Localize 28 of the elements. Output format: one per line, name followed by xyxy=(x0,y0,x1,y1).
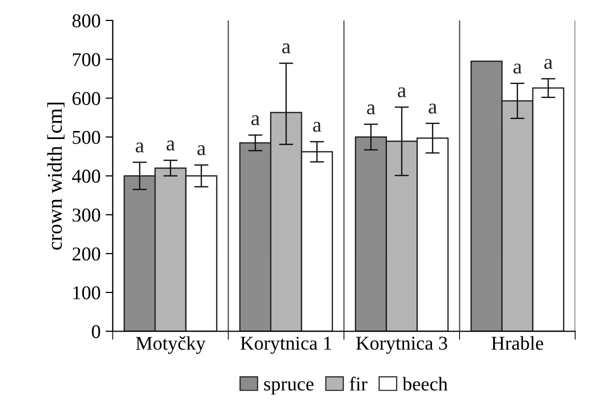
y-tick-label: 200 xyxy=(72,247,100,261)
y-tick-label: 600 xyxy=(72,92,100,106)
data-label: a xyxy=(251,115,260,126)
data-label: a xyxy=(514,64,522,74)
y-tick-label: 300 xyxy=(72,208,100,222)
data-label: a xyxy=(282,43,290,54)
x-tick-label: Hrable xyxy=(492,336,544,350)
legend-label: spruce xyxy=(264,381,314,395)
data-label: a xyxy=(367,104,376,114)
data-label: a xyxy=(313,122,322,132)
x-tick-label: Korytnica 3 xyxy=(356,336,448,354)
y-axis-title: crown width [cm] xyxy=(47,102,64,250)
y-tick-label: 100 xyxy=(73,286,100,300)
data-label: a xyxy=(428,104,437,114)
x-tick-label: Motyčky xyxy=(136,336,206,354)
legend-label: fir xyxy=(350,376,368,390)
y-tick-label: 400 xyxy=(72,170,100,183)
y-tick-label: 0 xyxy=(92,325,100,338)
legend-label: beech xyxy=(402,376,448,391)
data-label: a xyxy=(136,142,144,152)
data-label: a xyxy=(544,58,553,69)
data-label: a xyxy=(197,145,206,156)
data-label: a xyxy=(398,87,406,98)
y-tick-label: 800 xyxy=(72,14,100,28)
data-label: a xyxy=(166,140,175,151)
x-tick-label: Korytnica 1 xyxy=(240,336,332,354)
y-tick-label: 500 xyxy=(72,130,100,144)
y-tick-label: 700 xyxy=(72,53,100,66)
